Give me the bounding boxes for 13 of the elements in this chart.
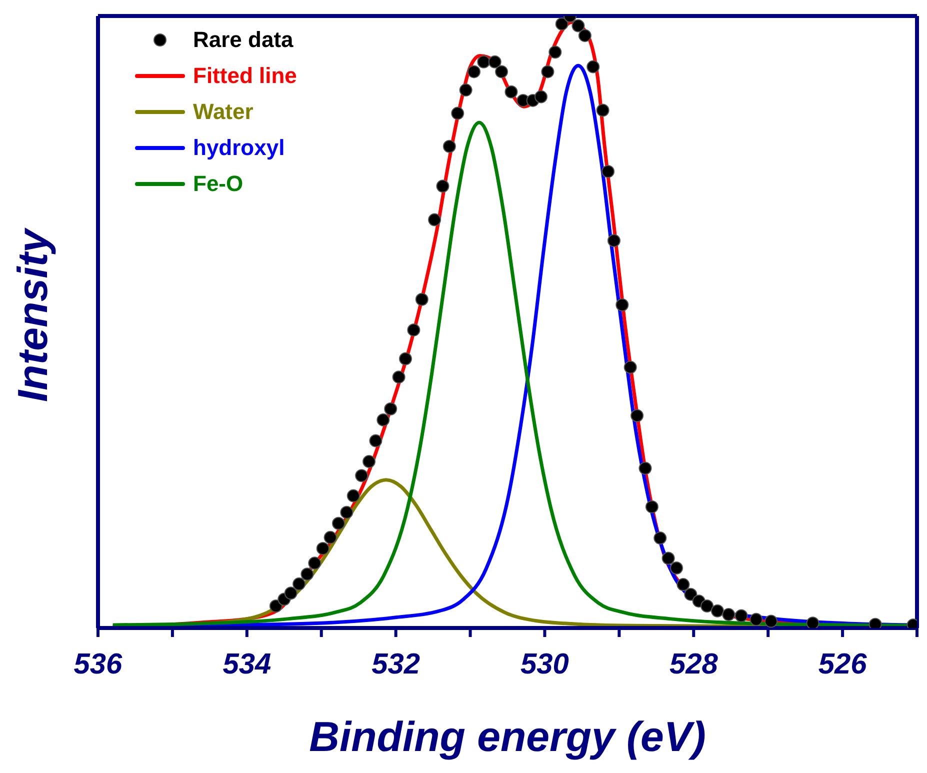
legend-label: Fitted line: [193, 63, 297, 89]
x-axis-title: Binding energy (eV): [309, 713, 706, 760]
y-axis-title: Intensity: [8, 226, 56, 402]
legend-label: hydroxyl: [193, 135, 285, 161]
x-tick-label: 528: [669, 648, 719, 681]
x-tick-label: 534: [222, 648, 272, 681]
x-tick-label: 526: [818, 648, 868, 681]
legend-label: Fe-O: [193, 171, 244, 197]
x-tick-label: 532: [372, 648, 420, 681]
legend-label: Rare data: [193, 27, 294, 53]
legend-label: Water: [193, 99, 254, 125]
x-tick-label: 536: [74, 648, 124, 681]
x-tick-label: 530: [520, 648, 569, 681]
